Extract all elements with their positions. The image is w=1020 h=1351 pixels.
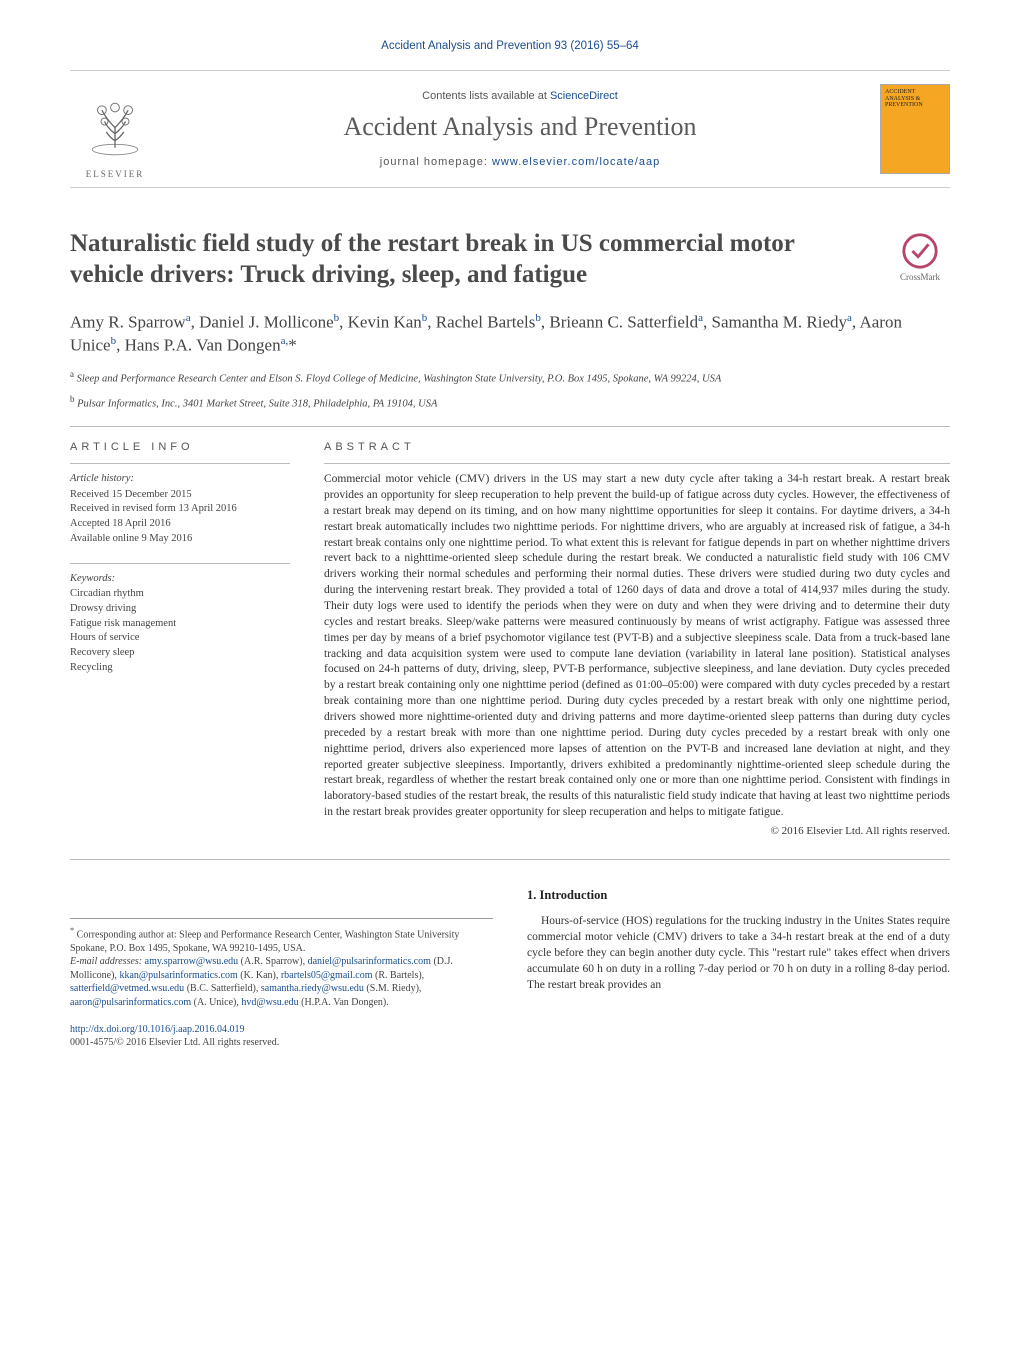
authors-line: Amy R. Sparrowa, Daniel J. Molliconeb, K… xyxy=(70,311,950,358)
email-link[interactable]: hvd@wsu.edu xyxy=(241,997,298,1008)
page-root: Accident Analysis and Prevention 93 (201… xyxy=(0,0,1020,1099)
crossmark-label: CrossMark xyxy=(890,272,950,282)
journal-header-citation: Accident Analysis and Prevention 93 (201… xyxy=(70,40,950,52)
rule-above-info xyxy=(70,426,950,427)
email-link[interactable]: satterfield@vetmed.wsu.edu xyxy=(70,983,184,994)
email-label: E-mail addresses: xyxy=(70,956,142,967)
doi-link[interactable]: http://dx.doi.org/10.1016/j.aap.2016.04.… xyxy=(70,1024,245,1035)
contents-label: Contents lists available at xyxy=(422,90,547,102)
rule-under-abstract-label xyxy=(324,463,950,464)
keywords-header: Keywords: xyxy=(70,572,290,587)
affiliation-line: b Pulsar Informatics, Inc., 3401 Market … xyxy=(70,393,950,412)
sciencedirect-link[interactable]: ScienceDirect xyxy=(550,90,618,102)
article-info-column: ARTICLE INFO Article history: Received 1… xyxy=(70,441,290,837)
rule-under-info-label xyxy=(70,463,290,464)
article-history-block: Article history: Received 15 December 20… xyxy=(70,472,290,546)
email-link[interactable]: rbartels05@gmail.com xyxy=(281,970,373,981)
abstract-column: ABSTRACT Commercial motor vehicle (CMV) … xyxy=(324,441,950,837)
cover-thumb-text: ACCIDENT ANALYSIS & PREVENTION xyxy=(885,89,945,109)
email-block: E-mail addresses: amy.sparrow@wsu.edu (A… xyxy=(70,955,493,1009)
email-link[interactable]: samantha.riedy@wsu.edu xyxy=(261,983,364,994)
keyword: Circadian rhythm xyxy=(70,587,290,602)
affiliation-line: a Sleep and Performance Research Center … xyxy=(70,368,950,387)
corresponding-footnote: * Corresponding author at: Sleep and Per… xyxy=(70,918,493,1009)
body-right-column: 1. Introduction Hours-of-service (HOS) r… xyxy=(527,888,950,1049)
email-link[interactable]: aaron@pulsarinformatics.com xyxy=(70,997,191,1008)
header-center: Contents lists available at ScienceDirec… xyxy=(160,90,880,168)
email-link[interactable]: amy.sparrow@wsu.edu xyxy=(145,956,239,967)
publisher-logo: ELSEVIER xyxy=(70,79,160,179)
article-title: Naturalistic field study of the restart … xyxy=(70,228,870,291)
journal-cover-thumb: ACCIDENT ANALYSIS & PREVENTION xyxy=(880,84,950,174)
article-info-label: ARTICLE INFO xyxy=(70,441,290,453)
email-link[interactable]: daniel@pulsarinformatics.com xyxy=(308,956,431,967)
history-header: Article history: xyxy=(70,472,290,487)
homepage-line: journal homepage: www.elsevier.com/locat… xyxy=(160,156,880,168)
corresponding-marker: * xyxy=(70,926,74,935)
keyword: Drowsy driving xyxy=(70,602,290,617)
body-two-column: * Corresponding author at: Sleep and Per… xyxy=(70,888,950,1049)
keywords-block: Keywords: Circadian rhythmDrowsy driving… xyxy=(70,572,290,676)
intro-heading: 1. Introduction xyxy=(527,888,950,903)
info-abstract-row: ARTICLE INFO Article history: Received 1… xyxy=(70,441,950,837)
keyword: Recovery sleep xyxy=(70,646,290,661)
publisher-logo-text: ELSEVIER xyxy=(86,169,145,179)
abstract-text: Commercial motor vehicle (CMV) drivers i… xyxy=(324,472,950,821)
doi-block: http://dx.doi.org/10.1016/j.aap.2016.04.… xyxy=(70,1023,493,1049)
keyword: Recycling xyxy=(70,661,290,676)
history-line: Accepted 18 April 2016 xyxy=(70,517,290,532)
rule-above-keywords xyxy=(70,563,290,564)
journal-name: Accident Analysis and Prevention xyxy=(160,112,880,142)
contents-available-line: Contents lists available at ScienceDirec… xyxy=(160,90,880,102)
intro-paragraph: Hours-of-service (HOS) regulations for t… xyxy=(527,913,950,993)
journal-header-row: ELSEVIER Contents lists available at Sci… xyxy=(70,70,950,188)
history-line: Received 15 December 2015 xyxy=(70,488,290,503)
crossmark-icon xyxy=(901,232,939,270)
corresponding-address: Corresponding author at: Sleep and Perfo… xyxy=(70,929,459,954)
keyword-lines: Circadian rhythmDrowsy drivingFatigue ri… xyxy=(70,587,290,675)
affiliations-block: a Sleep and Performance Research Center … xyxy=(70,368,950,412)
elsevier-tree-icon xyxy=(80,97,150,167)
keyword: Hours of service xyxy=(70,631,290,646)
keyword: Fatigue risk management xyxy=(70,617,290,632)
rule-below-abstract xyxy=(70,859,950,860)
abstract-label: ABSTRACT xyxy=(324,441,950,453)
homepage-label: journal homepage: xyxy=(380,156,488,168)
homepage-link[interactable]: www.elsevier.com/locate/aap xyxy=(492,156,660,168)
history-line: Received in revised form 13 April 2016 xyxy=(70,502,290,517)
history-lines: Received 15 December 2015Received in rev… xyxy=(70,488,290,547)
issn-copyright: 0001-4575/© 2016 Elsevier Ltd. All right… xyxy=(70,1037,279,1048)
crossmark-badge[interactable]: CrossMark xyxy=(890,232,950,282)
abstract-copyright: © 2016 Elsevier Ltd. All rights reserved… xyxy=(324,825,950,837)
body-left-column: * Corresponding author at: Sleep and Per… xyxy=(70,888,493,1049)
title-row: Naturalistic field study of the restart … xyxy=(70,228,950,291)
email-link[interactable]: kkan@pulsarinformatics.com xyxy=(119,970,237,981)
history-line: Available online 9 May 2016 xyxy=(70,532,290,547)
corresponding-text: * Corresponding author at: Sleep and Per… xyxy=(70,925,493,955)
